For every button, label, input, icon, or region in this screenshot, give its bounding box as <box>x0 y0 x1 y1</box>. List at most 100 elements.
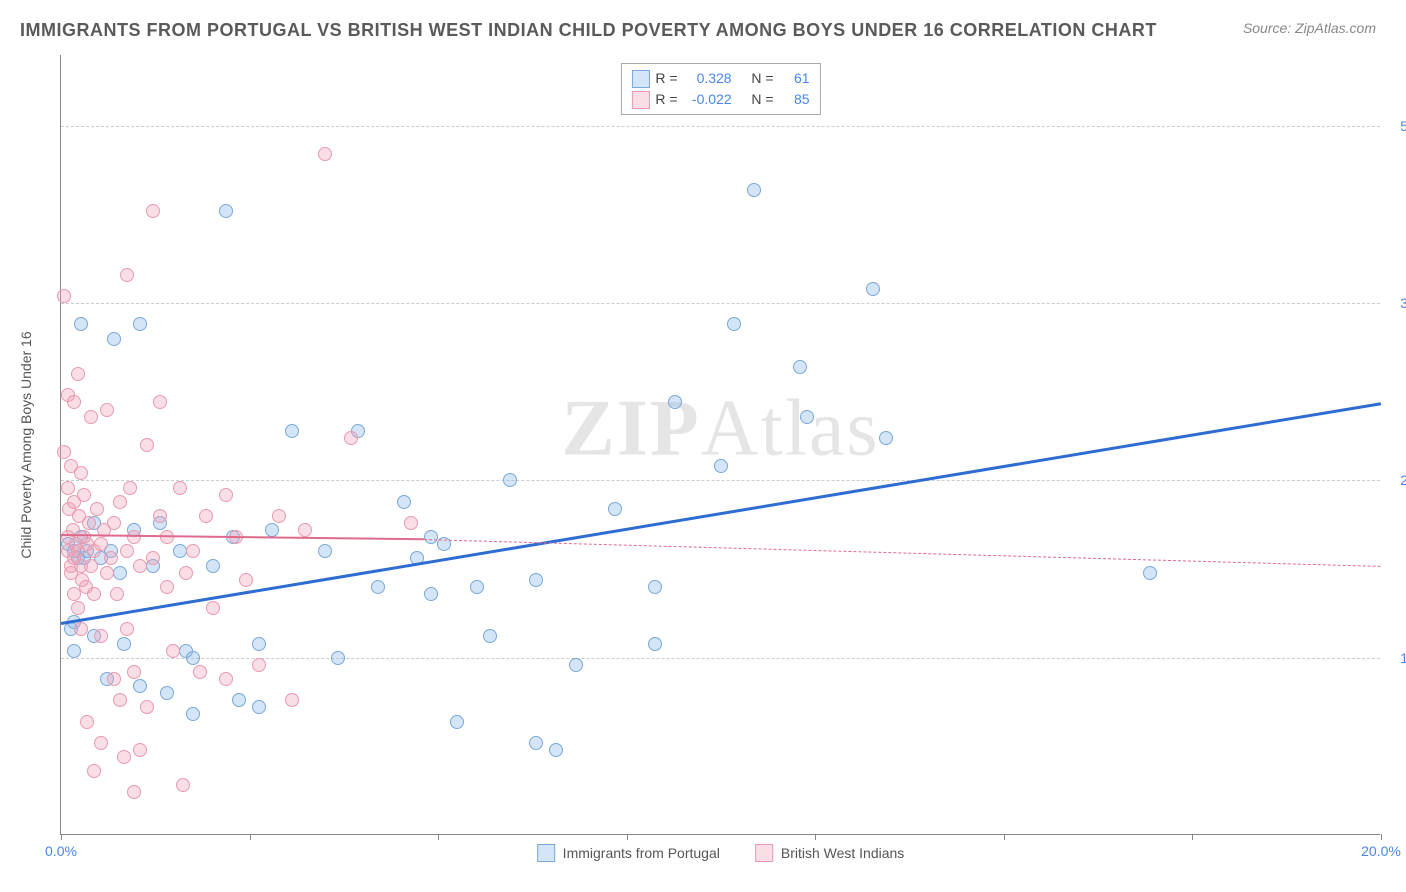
scatter-point <box>127 530 141 544</box>
legend-swatch <box>631 91 649 109</box>
scatter-point <box>94 736 108 750</box>
scatter-point <box>344 431 358 445</box>
scatter-point <box>285 424 299 438</box>
scatter-point <box>123 481 137 495</box>
correlation-legend: R =0.328 N =61R =-0.022 N =85 <box>620 63 820 115</box>
scatter-point <box>107 332 121 346</box>
scatter-point <box>110 587 124 601</box>
x-tick <box>815 834 816 840</box>
scatter-point <box>160 580 174 594</box>
scatter-point <box>74 622 88 636</box>
scatter-point <box>424 587 438 601</box>
scatter-point <box>82 516 96 530</box>
plot-area: ZIPAtlas Child Poverty Among Boys Under … <box>60 55 1380 835</box>
scatter-point <box>186 707 200 721</box>
scatter-point <box>166 644 180 658</box>
scatter-point <box>67 395 81 409</box>
scatter-point <box>470 580 484 594</box>
scatter-point <box>67 644 81 658</box>
scatter-point <box>153 509 167 523</box>
scatter-point <box>199 509 213 523</box>
scatter-point <box>371 580 385 594</box>
scatter-point <box>176 778 190 792</box>
scatter-point <box>57 445 71 459</box>
scatter-point <box>113 495 127 509</box>
scatter-point <box>173 481 187 495</box>
scatter-point <box>404 516 418 530</box>
scatter-point <box>133 679 147 693</box>
trend-line <box>424 539 1381 567</box>
scatter-point <box>113 693 127 707</box>
scatter-point <box>104 551 118 565</box>
legend-row: R =-0.022 N =85 <box>631 89 809 110</box>
scatter-point <box>94 537 108 551</box>
scatter-point <box>331 651 345 665</box>
x-tick <box>1004 834 1005 840</box>
scatter-point <box>569 658 583 672</box>
scatter-point <box>186 651 200 665</box>
scatter-point <box>239 573 253 587</box>
legend-row: R =0.328 N =61 <box>631 68 809 89</box>
scatter-point <box>186 544 200 558</box>
scatter-point <box>252 658 266 672</box>
scatter-point <box>800 410 814 424</box>
scatter-point <box>727 317 741 331</box>
scatter-point <box>140 700 154 714</box>
scatter-point <box>94 629 108 643</box>
scatter-point <box>668 395 682 409</box>
scatter-point <box>74 317 88 331</box>
trend-line <box>61 534 424 540</box>
scatter-point <box>219 672 233 686</box>
scatter-point <box>648 580 662 594</box>
gridline <box>61 480 1380 481</box>
scatter-point <box>107 672 121 686</box>
x-tick <box>1192 834 1193 840</box>
scatter-point <box>793 360 807 374</box>
scatter-point <box>117 750 131 764</box>
scatter-point <box>232 693 246 707</box>
scatter-point <box>1143 566 1157 580</box>
y-axis-label: Child Poverty Among Boys Under 16 <box>18 331 34 558</box>
gridline <box>61 126 1380 127</box>
scatter-point <box>160 686 174 700</box>
y-tick-label: 12.5% <box>1385 650 1406 666</box>
legend-label: Immigrants from Portugal <box>563 845 720 861</box>
x-tick <box>61 834 62 840</box>
scatter-point <box>113 566 127 580</box>
scatter-point <box>424 530 438 544</box>
scatter-point <box>100 566 114 580</box>
scatter-point <box>71 601 85 615</box>
legend-swatch <box>631 70 649 88</box>
scatter-point <box>206 601 220 615</box>
scatter-point <box>120 268 134 282</box>
scatter-point <box>648 637 662 651</box>
scatter-point <box>206 559 220 573</box>
scatter-point <box>608 502 622 516</box>
y-tick-label: 25.0% <box>1385 472 1406 488</box>
scatter-point <box>549 743 563 757</box>
scatter-point <box>747 183 761 197</box>
scatter-point <box>318 544 332 558</box>
scatter-point <box>219 204 233 218</box>
scatter-point <box>252 700 266 714</box>
scatter-point <box>57 289 71 303</box>
scatter-point <box>127 785 141 799</box>
scatter-point <box>133 317 147 331</box>
series-legend: Immigrants from PortugalBritish West Ind… <box>537 844 905 862</box>
scatter-point <box>285 693 299 707</box>
scatter-point <box>483 629 497 643</box>
chart-title: IMMIGRANTS FROM PORTUGAL VS BRITISH WEST… <box>20 20 1157 41</box>
scatter-point <box>140 438 154 452</box>
scatter-point <box>503 473 517 487</box>
scatter-point <box>71 367 85 381</box>
scatter-point <box>80 715 94 729</box>
trend-line <box>61 402 1381 625</box>
gridline <box>61 303 1380 304</box>
scatter-point <box>866 282 880 296</box>
scatter-point <box>153 395 167 409</box>
x-tick <box>250 834 251 840</box>
x-tick <box>627 834 628 840</box>
y-tick-label: 50.0% <box>1385 118 1406 134</box>
chart-header: IMMIGRANTS FROM PORTUGAL VS BRITISH WEST… <box>0 0 1406 51</box>
scatter-point <box>61 481 75 495</box>
